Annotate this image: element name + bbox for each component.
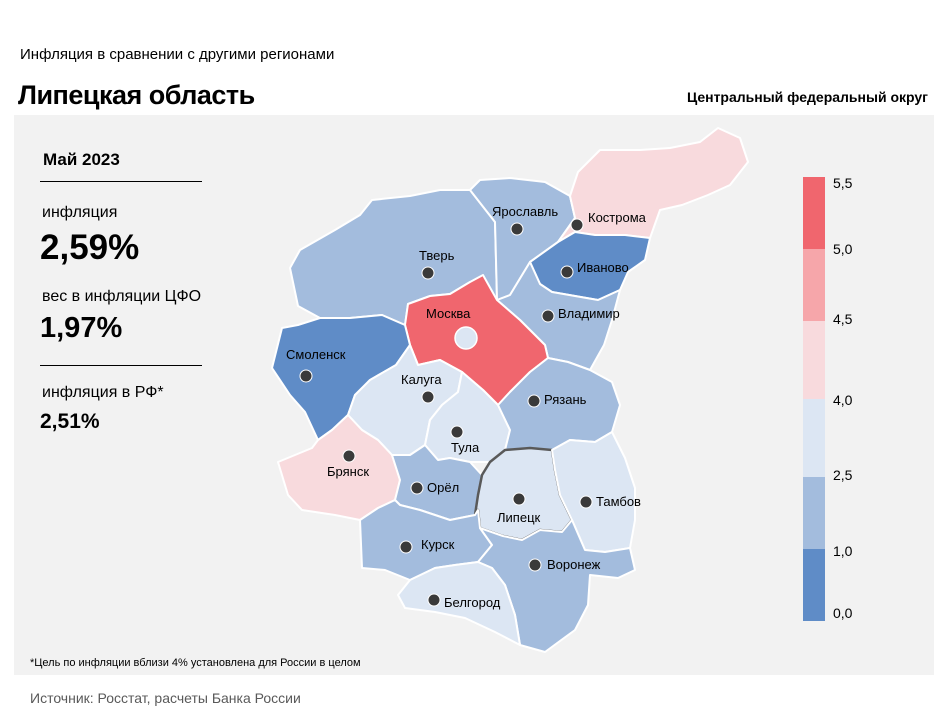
- city-dot-bryansk: [342, 449, 356, 463]
- city-dot-tver: [421, 266, 435, 280]
- divider: [40, 181, 202, 182]
- city-label: Воронеж: [547, 557, 601, 572]
- city-label: Владимир: [558, 306, 620, 321]
- city-label: Тверь: [419, 248, 455, 263]
- city-dot-tula: [450, 425, 464, 439]
- region-tambov[interactable]: [551, 431, 636, 553]
- city-dot-lipetsk: [512, 492, 526, 506]
- city-label: Москва: [426, 306, 471, 321]
- page-title: Липецкая область: [18, 80, 255, 110]
- region-belgorod[interactable]: [397, 561, 521, 646]
- legend-tick: 2,5: [833, 467, 853, 483]
- legend-tick: 4,5: [833, 311, 853, 327]
- city-dot-ivanovo: [560, 265, 574, 279]
- city-label: Курск: [421, 537, 455, 552]
- legend-swatch: [803, 177, 825, 249]
- legend-swatch: [803, 321, 825, 399]
- city-dot-orel: [410, 481, 424, 495]
- legend-tick: 4,0: [833, 392, 853, 408]
- city-label: Калуга: [401, 372, 442, 387]
- city-markers: [299, 218, 593, 607]
- city-dot-ryazan: [527, 394, 541, 408]
- city-dot-smolensk: [299, 369, 313, 383]
- rf-inflation-value: 2,51%: [40, 410, 100, 433]
- city-dot-kursk: [399, 540, 413, 554]
- divider: [40, 365, 202, 366]
- legend-tick: 1,0: [833, 543, 853, 559]
- city-label: Кострома: [588, 210, 647, 225]
- city-dot-kaluga: [421, 390, 435, 404]
- legend-tick: 5,5: [833, 175, 853, 191]
- moscow-city-marker: [454, 326, 478, 350]
- city-dot-vladimir: [541, 309, 555, 323]
- city-label: Белгород: [444, 595, 501, 610]
- city-label: Орёл: [427, 480, 459, 495]
- legend-tick: 5,0: [833, 241, 853, 257]
- weight-label: вес в инфляции ЦФО: [42, 288, 202, 305]
- rf-inflation-label: инфляция в РФ*: [42, 384, 164, 401]
- city-label: Ярославль: [492, 204, 558, 219]
- region-kostroma[interactable]: [557, 127, 749, 243]
- city-label: Липецк: [497, 510, 541, 525]
- city-label: Тамбов: [596, 494, 641, 509]
- city-label: Иваново: [577, 260, 629, 275]
- city-label: Брянск: [327, 464, 369, 479]
- city-label: Рязань: [544, 392, 587, 407]
- legend-swatch: [803, 249, 825, 321]
- legend-swatch: [803, 549, 825, 621]
- source-note: Источник: Росстат, расчеты Банка России: [30, 690, 301, 706]
- legend-tick: 0,0: [833, 605, 853, 621]
- city-dot-yaroslavl: [510, 222, 524, 236]
- inflation-label: инфляция: [42, 204, 118, 221]
- weight-value: 1,97%: [40, 312, 123, 344]
- city-dot-belgorod: [427, 593, 441, 607]
- legend-swatch: [803, 477, 825, 549]
- city-label: Тула: [451, 440, 480, 455]
- footnote: *Цель по инфляции вблизи 4% установлена …: [30, 657, 361, 669]
- district-label: Центральный федеральный округ: [686, 89, 928, 105]
- city-label: Смоленск: [286, 347, 346, 362]
- city-dot-tambov: [579, 495, 593, 509]
- city-dot-kostroma: [570, 218, 584, 232]
- period-label: Май 2023: [43, 150, 120, 169]
- inflation-value: 2,59%: [40, 228, 140, 267]
- subtitle: Инфляция в сравнении с другими регионами: [20, 46, 335, 63]
- legend-swatch: [803, 399, 825, 477]
- city-dot-voronezh: [528, 558, 542, 572]
